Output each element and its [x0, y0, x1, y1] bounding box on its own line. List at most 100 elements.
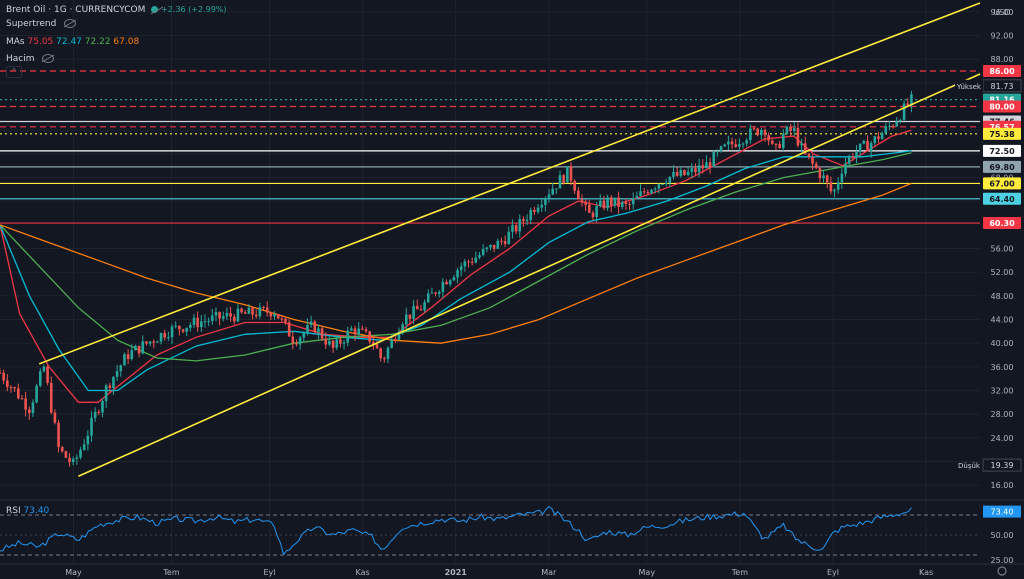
candle-body	[836, 182, 840, 190]
candle-body	[595, 206, 598, 218]
candle-body	[771, 140, 774, 144]
candle-body	[97, 411, 101, 413]
candle-body	[807, 153, 811, 157]
rsi-tick-label: 50.00	[991, 531, 1014, 540]
candle-body	[119, 365, 123, 372]
candle-body	[31, 402, 35, 414]
candle-body	[719, 146, 723, 152]
candle-body	[394, 338, 397, 340]
candle-body	[551, 188, 554, 195]
candle-body	[869, 143, 873, 152]
candle-body	[130, 350, 134, 360]
candle-body	[463, 261, 467, 267]
candle-body	[694, 168, 697, 173]
price-tick-label: 40.00	[991, 339, 1014, 348]
channel-line	[78, 73, 981, 478]
candle-body	[591, 212, 595, 218]
candle-body	[320, 328, 324, 339]
candle-body	[386, 347, 390, 359]
collapse-legend-icon[interactable]: ⌃	[6, 66, 22, 78]
candle-body	[708, 162, 712, 167]
candle-body	[46, 366, 49, 383]
candle-body	[910, 94, 913, 106]
candle-body	[86, 435, 90, 445]
candle-body	[558, 175, 562, 189]
candle-body	[624, 202, 628, 205]
candle-body	[273, 314, 276, 317]
level-label-bg	[983, 177, 1021, 190]
candle-body	[734, 144, 738, 147]
candle-body	[470, 261, 474, 263]
candle-body	[390, 338, 393, 348]
candle-body	[573, 181, 576, 191]
candle-body	[866, 140, 869, 152]
candle-body	[745, 140, 748, 144]
candle-body	[93, 411, 97, 418]
candle-body	[705, 162, 708, 169]
price-tick-label: 16.00	[991, 481, 1014, 490]
candle-body	[38, 371, 42, 386]
candle-body	[423, 302, 426, 311]
candle-body	[412, 305, 415, 319]
volume-legend: Hacim	[6, 53, 55, 65]
candle-body	[236, 308, 240, 322]
settings-gear-icon[interactable]	[997, 566, 1007, 576]
candle-body	[313, 321, 317, 333]
candle-body	[580, 199, 584, 202]
candle-body	[210, 315, 214, 322]
candle-body	[104, 385, 108, 402]
candle-body	[756, 128, 759, 136]
candle-body	[653, 188, 657, 190]
candle-body	[13, 387, 16, 389]
candle-body	[229, 313, 232, 317]
candle-body	[781, 133, 785, 148]
hidden-eye-icon[interactable]	[64, 19, 77, 28]
candle-body	[17, 388, 20, 399]
candle-body	[741, 143, 745, 145]
level-label-bg	[983, 127, 1021, 140]
ma3-value: 72.22	[84, 37, 111, 47]
hidden-eye-icon[interactable]	[42, 54, 55, 63]
candle-body	[478, 254, 481, 258]
candle-body	[459, 266, 463, 271]
candle-body	[445, 281, 448, 285]
candle-body	[112, 376, 115, 388]
candle-body	[752, 128, 756, 130]
candle-body	[880, 133, 884, 140]
candle-body	[163, 333, 167, 338]
candle-body	[170, 326, 174, 338]
candle-body	[42, 366, 46, 372]
candle-body	[697, 165, 701, 173]
price-tick-label: 56.00	[991, 245, 1014, 254]
candle-body	[811, 156, 814, 164]
candlesticks	[0, 90, 913, 467]
level-label-bg	[983, 217, 1021, 230]
time-tick-label: Tem	[731, 568, 748, 577]
candle-body	[639, 191, 642, 196]
eye-icon[interactable]	[151, 6, 159, 13]
candle-body	[467, 261, 470, 263]
time-tick-label: Kas	[356, 568, 370, 577]
candle-body	[448, 280, 452, 285]
candle-body	[317, 328, 320, 333]
candle-body	[203, 321, 207, 323]
supertrend-label: Supertrend	[6, 19, 57, 29]
time-axis: May Tem Eyl Kas 2021 Mar May Tem Eyl Kas	[0, 563, 1024, 577]
mas-label: MAs	[6, 37, 25, 47]
candle-body	[628, 204, 631, 206]
ma-line	[0, 150, 912, 392]
candle-body	[789, 126, 792, 132]
candle-body	[353, 328, 357, 335]
candle-body	[357, 328, 361, 335]
candle-body	[207, 321, 210, 323]
price-tick-label: 28.00	[991, 410, 1014, 419]
candle-body	[686, 171, 690, 175]
candle-body	[664, 182, 668, 185]
candle-body	[792, 127, 796, 132]
candle-body	[247, 307, 251, 314]
candle-body	[844, 163, 847, 174]
candle-body	[368, 331, 371, 342]
candle-body	[101, 401, 104, 413]
candle-body	[661, 184, 664, 186]
